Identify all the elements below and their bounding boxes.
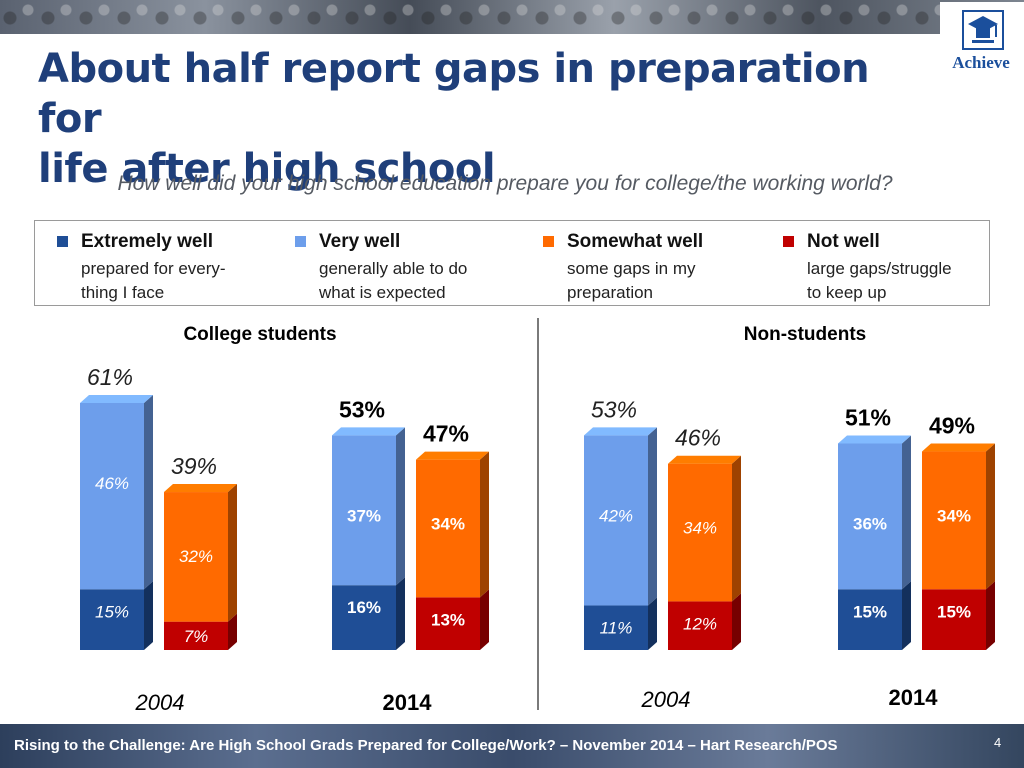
- bar-top-face: [164, 484, 237, 493]
- bar-top-face: [584, 427, 657, 436]
- bar-segment-side: [902, 581, 911, 650]
- page-title: About half report gaps in preparation fo…: [38, 44, 938, 194]
- bar-segment-side: [480, 589, 489, 650]
- bar-segment-somewhat-well: [668, 463, 732, 602]
- segment-value-label: 34%: [937, 507, 971, 526]
- legend: Extremely well prepared for every-thing …: [34, 220, 990, 306]
- bar-segment-side: [228, 613, 237, 650]
- bar-segment-very-well: [80, 402, 144, 590]
- bar-top-face: [838, 435, 911, 444]
- bar-segment-side: [986, 443, 995, 590]
- segment-value-label: 42%: [599, 506, 633, 525]
- header-photo-texture: [0, 0, 1024, 34]
- footer-citation: Rising to the Challenge: Are High School…: [14, 737, 838, 754]
- achieve-logo-mark-icon: [962, 10, 1004, 50]
- bar-segment-very-well: [332, 435, 396, 586]
- bar-segment-somewhat-well: [416, 459, 480, 598]
- total-label-gaps: 47%: [423, 421, 469, 447]
- bar-segment-extremely-well: [332, 585, 396, 650]
- group-label-non-students: Non-students: [743, 324, 867, 345]
- bar-segment-side: [648, 427, 657, 606]
- legend-swatch-somewhat-well: [543, 236, 554, 247]
- segment-value-label: 12%: [683, 614, 717, 633]
- bar-segment-not-well: [922, 589, 986, 650]
- legend-description: some gaps in my preparation: [567, 259, 696, 302]
- total-label-gaps: 46%: [675, 425, 721, 451]
- total-label-well: 51%: [845, 404, 891, 430]
- bar-segment-extremely-well: [584, 605, 648, 650]
- total-label-well: 53%: [591, 396, 637, 422]
- bar-segment-side: [144, 394, 153, 590]
- segment-value-label: 36%: [853, 514, 887, 533]
- bar-segment-somewhat-well: [922, 451, 986, 590]
- bar-segment-side: [986, 581, 995, 650]
- segment-value-label: 11%: [600, 618, 633, 637]
- segment-value-label: 34%: [683, 519, 717, 538]
- legend-swatch-extremely-well: [57, 236, 68, 247]
- legend-label: Very well: [319, 231, 401, 252]
- bar-top-face: [668, 455, 741, 464]
- bar-segment-side: [902, 435, 911, 590]
- segment-value-label: 13%: [431, 610, 465, 629]
- bar-segment-very-well: [584, 435, 648, 606]
- bar-segment-not-well: [668, 601, 732, 650]
- segment-value-label: 15%: [937, 602, 971, 621]
- segment-value-label: 16%: [347, 598, 381, 617]
- year-label: 2004: [641, 687, 691, 712]
- footer-bar: [0, 724, 1024, 768]
- title-line-2: life after high school: [38, 146, 496, 192]
- legend-label: Not well: [807, 231, 880, 252]
- bar-segment-extremely-well: [838, 589, 902, 650]
- bar-segment-side: [648, 597, 657, 650]
- survey-question: How well did your high school education …: [117, 172, 893, 195]
- legend-label: Somewhat well: [567, 231, 704, 252]
- bar-segment-not-well: [416, 597, 480, 650]
- segment-value-label: 32%: [179, 547, 213, 566]
- year-label: 2014: [383, 690, 433, 715]
- legend-description: large gaps/struggle to keep up: [807, 259, 952, 302]
- bar-segment-side: [228, 484, 237, 622]
- page-number: 4: [994, 735, 1002, 750]
- segment-value-label: 46%: [95, 474, 129, 493]
- total-label-well: 61%: [87, 364, 133, 390]
- year-label: 2014: [889, 685, 939, 710]
- bar-segment-side: [396, 577, 405, 650]
- legend-description: generally able to do what is expected: [319, 259, 468, 302]
- bar-top-face: [80, 394, 153, 403]
- bar-segment-side: [732, 593, 741, 650]
- segment-value-label: 15%: [95, 602, 129, 621]
- year-label: 2004: [135, 690, 185, 715]
- segment-value-label: 34%: [431, 515, 465, 534]
- bar-segment-somewhat-well: [164, 492, 228, 622]
- bar-top-face: [922, 443, 995, 452]
- total-label-gaps: 49%: [929, 413, 975, 439]
- bar-segment-side: [144, 581, 153, 650]
- legend-swatch-very-well: [295, 236, 306, 247]
- segment-value-label: 7%: [184, 627, 209, 646]
- group-label-college-students: College students: [183, 324, 337, 345]
- bar-top-face: [416, 451, 489, 460]
- legend-swatch-not-well: [783, 236, 794, 247]
- segment-value-label: 15%: [853, 602, 887, 621]
- bar-segment-extremely-well: [80, 589, 144, 650]
- total-label-well: 53%: [339, 396, 385, 422]
- group-divider: [537, 318, 539, 710]
- achieve-logo-text: Achieve: [952, 53, 1010, 72]
- header-photo-banner: [0, 0, 1024, 34]
- bar-segment-side: [732, 455, 741, 602]
- total-label-gaps: 39%: [171, 453, 217, 479]
- bar-segment-side: [480, 451, 489, 598]
- bar-segment-side: [396, 427, 405, 586]
- segment-value-label: 37%: [347, 506, 381, 525]
- title-line-1: About half report gaps in preparation fo…: [38, 46, 870, 142]
- bar-segment-very-well: [838, 443, 902, 590]
- legend-label: Extremely well: [81, 231, 214, 252]
- bar-segment-not-well: [164, 621, 228, 650]
- bar-top-face: [332, 427, 405, 436]
- legend-description: prepared for every-thing I face: [81, 259, 226, 302]
